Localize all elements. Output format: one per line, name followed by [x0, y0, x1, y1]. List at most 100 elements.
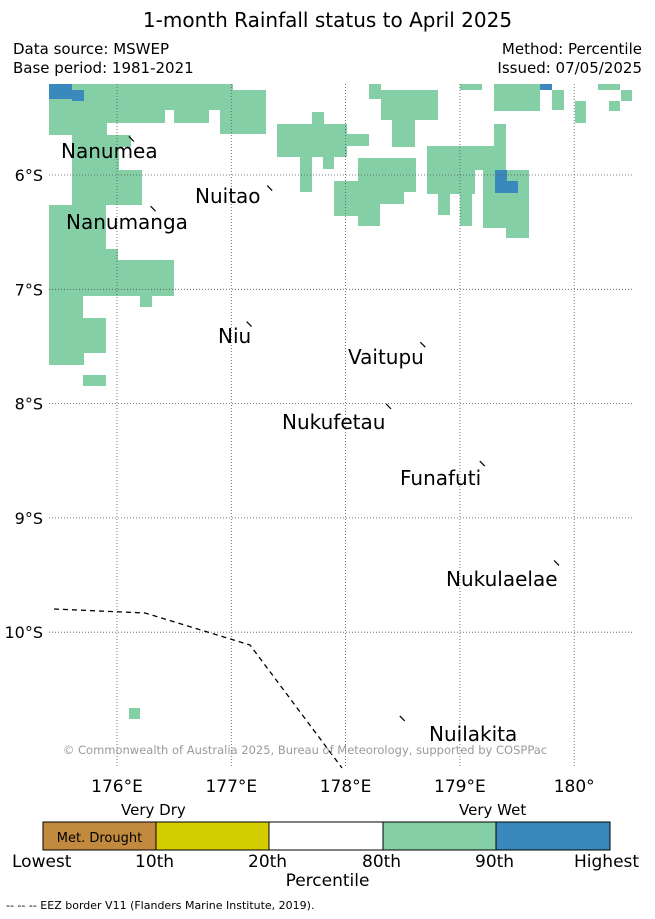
- wet-cell: [83, 375, 106, 386]
- wet-cell: [438, 194, 450, 215]
- very-wet-cell: [49, 84, 72, 99]
- wet-cell: [49, 260, 174, 296]
- longitude-tick: 179°E: [434, 777, 486, 797]
- wet-cell: [346, 134, 369, 146]
- island-label: Nukufetau: [282, 410, 385, 434]
- island-label: Nanumanga: [66, 210, 188, 234]
- wet-cell: [506, 228, 529, 238]
- island-label: Nuilakita: [429, 722, 517, 746]
- longitude-tick-labels: 176°E 177°E 178°E 179°E 180°: [91, 777, 595, 797]
- island-marker: [419, 341, 426, 348]
- base-period-label: Base period: 1981-2021: [13, 59, 194, 77]
- wet-cell: [460, 194, 472, 226]
- island-marker: [553, 560, 560, 566]
- island-label: Vaitupu: [348, 345, 424, 369]
- wet-cell: [598, 84, 620, 90]
- longitude-tick: 178°E: [320, 777, 372, 797]
- colorbar-segment: [382, 821, 497, 851]
- wet-cell: [460, 84, 482, 90]
- wet-cell: [107, 170, 142, 205]
- map-title: 1-month Rainfall status to April 2025: [142, 8, 513, 32]
- colorbar-tick-10th: 10th: [135, 852, 175, 872]
- data-source-label: Data source: MSWEP: [13, 40, 170, 58]
- island-marker: [266, 185, 273, 191]
- wet-cell: [232, 90, 254, 100]
- colorbar-segment: [155, 821, 270, 851]
- colorbar-segment: [495, 821, 611, 851]
- wet-cell: [107, 110, 165, 123]
- wet-cell: [358, 215, 380, 226]
- wet-cell: [494, 84, 540, 111]
- colorbar-segment: [268, 821, 384, 851]
- very-wet-cell: [540, 84, 552, 90]
- wet-cell: [119, 135, 131, 147]
- wet-cell: [107, 135, 119, 170]
- wet-cell: [575, 101, 586, 123]
- longitude-tick: 177°E: [205, 777, 257, 797]
- wet-cell: [129, 708, 140, 719]
- wet-cell: [381, 90, 438, 120]
- copyright-notice: © Commonwealth of Australia 2025, Bureau…: [63, 743, 547, 757]
- wet-cell: [106, 249, 118, 261]
- wet-cell: [460, 146, 506, 170]
- wet-cell: [312, 112, 324, 124]
- wet-cell: [72, 353, 84, 365]
- wet-cell: [49, 205, 106, 260]
- island-marker: [385, 403, 392, 410]
- wet-cell: [392, 120, 415, 147]
- very-wet-cell: [495, 170, 507, 193]
- latitude-tick: 9°S: [15, 509, 43, 528]
- wet-cell: [552, 90, 564, 110]
- colorbar-segment: [42, 821, 157, 851]
- island-marker: [128, 135, 135, 142]
- eez-footnote: -- -- -- EEZ border V11 (Flanders Marine…: [6, 899, 315, 912]
- latitude-tick: 7°S: [15, 280, 43, 299]
- colorbar-tick-highest: Highest: [574, 852, 640, 872]
- wet-cell: [49, 110, 107, 135]
- wet-cell: [300, 157, 312, 192]
- latitude-tick: 6°S: [15, 166, 43, 185]
- wet-cell: [243, 100, 266, 134]
- latitude-tick: 8°S: [15, 395, 43, 414]
- latitude-tick: 10°S: [4, 623, 43, 642]
- wet-cell: [323, 157, 334, 169]
- wet-cell: [83, 318, 106, 353]
- map-gridlines: [49, 84, 632, 768]
- island-label: Niu: [218, 324, 251, 348]
- wet-cell: [621, 90, 632, 101]
- issued-date-label: Issued: 07/05/2025: [497, 59, 642, 77]
- island-marker: [479, 460, 486, 467]
- wet-cell: [140, 295, 152, 307]
- method-label: Method: Percentile: [501, 40, 642, 58]
- colorbar-tick-lowest: Lowest: [12, 852, 72, 872]
- island-label: Nukulaelae: [446, 567, 558, 591]
- rainfall-grid-cells: [49, 84, 632, 719]
- wet-cell: [358, 158, 404, 204]
- island-label: Nuitao: [195, 184, 261, 208]
- wet-cell: [277, 124, 347, 157]
- wet-cell: [174, 110, 209, 123]
- wet-cell: [494, 124, 506, 146]
- colorbar-tick-20th: 20th: [248, 852, 288, 872]
- very-dry-label: Very Dry: [121, 801, 186, 819]
- colorbar-tick-80th: 80th: [362, 852, 402, 872]
- island-markers: Nanumea Nuitao Nanumanga Niu Vaitupu Nukufeta…: [61, 135, 560, 746]
- island-marker: [399, 715, 406, 722]
- wet-cell: [369, 84, 381, 99]
- island-label: Nanumea: [61, 139, 158, 163]
- colorbar-segment-label: Met. Drought: [57, 831, 142, 846]
- island-marker: [150, 205, 157, 212]
- very-wet-cell: [507, 181, 518, 193]
- wet-cell: [72, 135, 107, 205]
- latitude-tick-labels: 6°S 7°S 8°S 9°S 10°S: [4, 166, 43, 642]
- very-wet-label: Very Wet: [459, 801, 527, 819]
- wet-cell: [609, 101, 620, 111]
- percentile-colorbar: Met. Drought: [42, 821, 611, 851]
- eez-border: [53, 608, 343, 769]
- wet-cell: [346, 204, 369, 215]
- very-wet-cell: [72, 90, 84, 101]
- island-label: Funafuti: [400, 466, 481, 490]
- colorbar-tick-90th: 90th: [475, 852, 515, 872]
- longitude-tick: 180°: [554, 777, 595, 797]
